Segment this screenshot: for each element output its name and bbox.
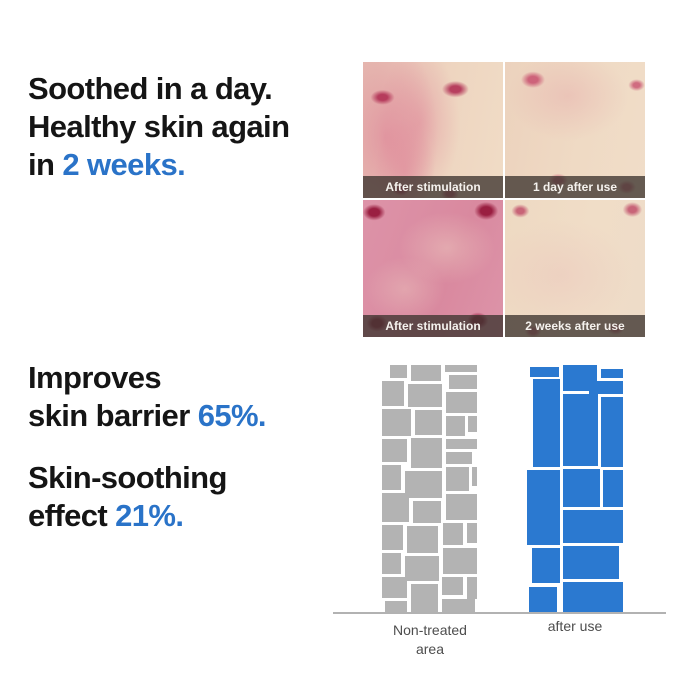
headline-line3: in 2 weeks. — [28, 146, 289, 184]
mosaic-block — [382, 577, 407, 598]
mosaic-block — [443, 548, 477, 574]
stat1-line2: skin barrier 65%. — [28, 397, 267, 435]
photo-label: After stimulation — [363, 315, 503, 337]
mosaic-block — [530, 367, 559, 377]
mosaic-block — [533, 379, 560, 467]
mosaic-block — [446, 392, 477, 413]
mosaic-block — [382, 493, 409, 522]
mosaic-block — [563, 394, 598, 466]
mosaic-block — [446, 416, 465, 436]
mosaic-block — [411, 584, 438, 613]
mosaic-block — [468, 416, 477, 432]
mosaic-block — [415, 410, 442, 435]
mosaic-block — [527, 470, 560, 545]
stat2-line2-prefix: effect — [28, 498, 116, 533]
photo-after-stimulation-1: After stimulation — [363, 62, 503, 198]
mosaic-block — [405, 556, 439, 581]
photo-1-day-after-use: 1 day after use — [505, 62, 645, 198]
photo-label: 2 weeks after use — [505, 315, 645, 337]
mosaic-block — [446, 494, 477, 520]
mosaic-block — [407, 526, 438, 553]
headline-line3-prefix: in — [28, 147, 63, 182]
mosaic-block — [529, 587, 557, 613]
mosaic-block — [563, 546, 619, 579]
mosaic-block — [411, 365, 441, 381]
mosaic-block — [405, 471, 442, 498]
mosaic-block — [385, 601, 407, 613]
mosaic-block — [472, 467, 477, 486]
mosaic-block — [390, 365, 407, 378]
headline-line3-accent: 2 weeks. — [62, 147, 186, 182]
mosaic-block — [382, 525, 403, 550]
mosaic-block — [601, 369, 623, 378]
photo-label: 1 day after use — [505, 176, 645, 198]
mosaic-block — [382, 553, 401, 574]
mosaic-block — [413, 501, 441, 523]
mosaic-block — [467, 523, 477, 543]
mosaic-block — [449, 375, 477, 389]
mosaic-block — [443, 523, 463, 545]
stat2-line1: Skin-soothing — [28, 460, 227, 495]
chart-baseline — [333, 612, 666, 614]
stat2-value: 21%. — [115, 498, 184, 533]
mosaic-block — [382, 381, 404, 406]
mosaic-block — [446, 467, 469, 491]
mosaic-block — [446, 452, 472, 464]
stat1-line1: Improves — [28, 360, 162, 395]
stat1-line2-prefix: skin barrier — [28, 398, 198, 433]
mosaic-after-use-column — [527, 365, 623, 613]
mosaic-block — [563, 582, 623, 613]
mosaic-block — [603, 470, 623, 507]
mosaic-block — [589, 381, 623, 394]
mosaic-block — [563, 510, 623, 543]
photo-2-weeks-after-use: 2 weeks after use — [505, 200, 645, 337]
mosaic-block — [382, 409, 411, 436]
mosaic-block — [442, 599, 475, 613]
mosaic-block — [411, 438, 442, 468]
stat2-line2: effect 21%. — [28, 497, 266, 535]
mosaic-block — [601, 397, 623, 467]
column-label-non-treated: Non-treated area — [354, 621, 506, 659]
mosaic-block — [408, 384, 442, 407]
headline-line1: Soothed in a day. — [28, 71, 273, 106]
mosaic-block — [442, 577, 463, 595]
headline: Soothed in a day. Healthy skin again in … — [28, 70, 290, 184]
headline-line2: Healthy skin again — [28, 109, 290, 144]
column-label-line: after use — [547, 618, 603, 634]
column-label-line: area — [415, 641, 445, 657]
photo-label: After stimulation — [363, 176, 503, 198]
column-label-line: Non-treated — [393, 622, 467, 638]
stat1-value: 65%. — [197, 398, 267, 433]
mosaic-block — [446, 439, 477, 449]
photo-after-stimulation-2: After stimulation — [363, 200, 503, 337]
before-after-photo-grid: After stimulation 1 day after use After … — [363, 62, 645, 337]
mosaic-block — [467, 577, 477, 599]
column-label-after-use: after use — [499, 617, 651, 636]
mosaic-block — [532, 548, 560, 583]
mosaic-block — [382, 465, 401, 490]
stats-text: Improves skin barrier 65%. Skin-soothing… — [28, 359, 267, 535]
mosaic-block — [445, 365, 477, 372]
mosaic-block — [382, 439, 407, 462]
mosaic-non-treated-column — [382, 365, 477, 613]
mosaic-block — [563, 469, 600, 507]
